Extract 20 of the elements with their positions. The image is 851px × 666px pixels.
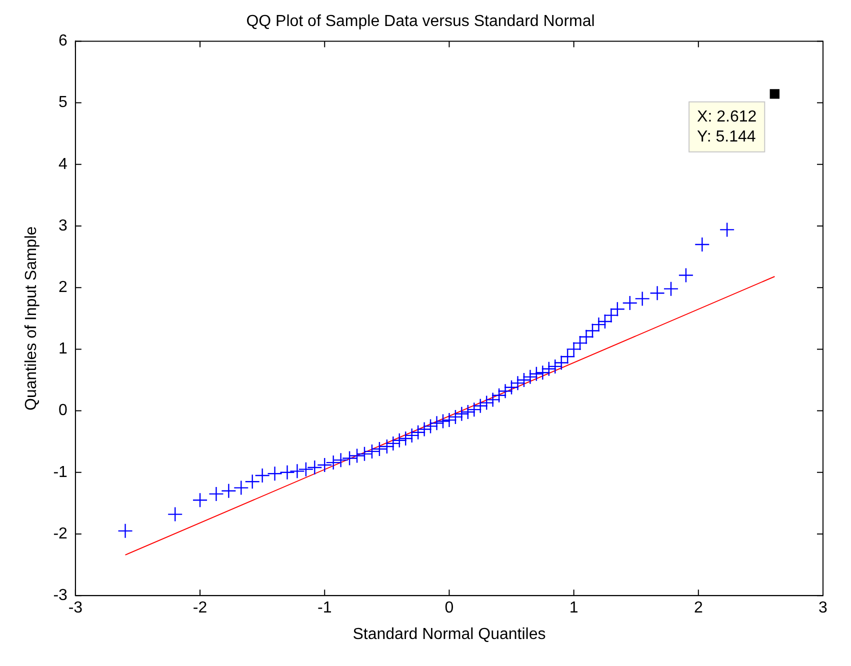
y-tick-label: 4 [58, 156, 68, 173]
y-tick-label: 3 [58, 217, 68, 234]
x-tick-label: 2 [694, 600, 703, 617]
chart-title: QQ Plot of Sample Data versus Standard Normal [246, 13, 595, 30]
x-tick-label: 1 [569, 600, 578, 617]
x-tick-label: 3 [818, 600, 828, 617]
annotation: X: 2.612 Y: 5.144 [697, 108, 757, 146]
y-tick-label: 1 [58, 340, 68, 358]
x-tick-label: -1 [318, 600, 332, 617]
y-tick-label: -2 [53, 525, 68, 542]
y-tick-label: 5 [58, 94, 68, 112]
y-axis-title: Quantiles of Input Sample [23, 226, 40, 410]
x-tick-label: -2 [192, 600, 208, 617]
x-tick-label: 0 [444, 600, 454, 617]
y-tick-label: 6 [58, 32, 68, 50]
x-axis-title: Standard Normal Quantiles [352, 626, 546, 643]
y-tick-label: -3 [53, 587, 68, 604]
y-tick-label: 0 [58, 402, 68, 420]
y-tick-label: 2 [58, 279, 68, 296]
y-tick-label: -1 [53, 464, 68, 481]
